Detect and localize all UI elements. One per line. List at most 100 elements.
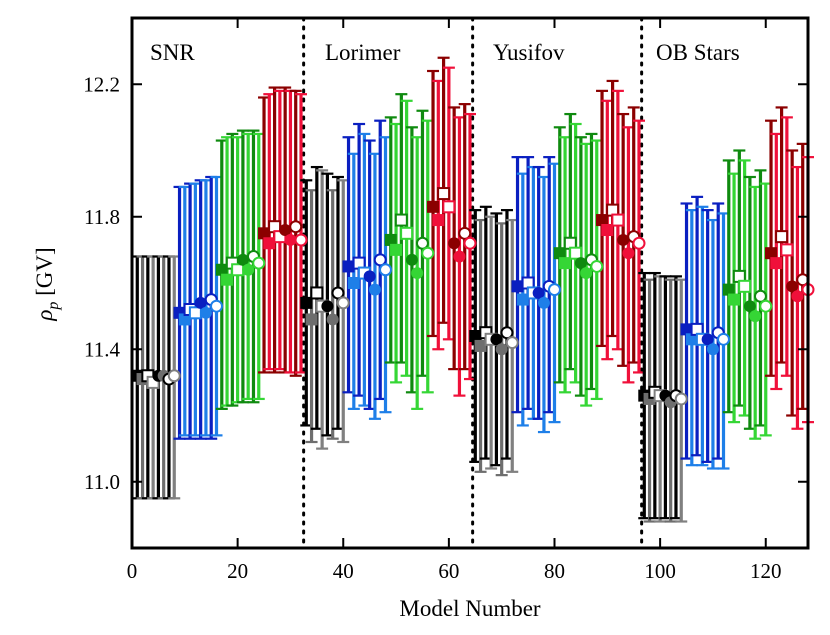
data-point-open-square — [394, 213, 408, 227]
data-point-filled-square — [342, 260, 355, 273]
data-point-filled-square — [215, 263, 228, 276]
data-point-open-circle — [421, 246, 435, 260]
data-point-open-square — [310, 286, 324, 300]
y-tick-label: 11.0 — [84, 470, 120, 494]
data-point-filled-circle — [326, 313, 339, 326]
data-point-filled-circle — [532, 286, 545, 299]
y-tick-label: 11.8 — [84, 205, 120, 229]
data-point-filled-circle — [574, 257, 587, 270]
data-point-open-square — [231, 263, 245, 277]
data-point-filled-circle — [411, 267, 424, 280]
region-label-yusifov: Yusifov — [493, 40, 565, 65]
x-tick-label: 0 — [127, 559, 138, 583]
data-point-filled-square — [221, 273, 234, 286]
y-tick-label: 11.4 — [84, 337, 120, 361]
data-point-filled-circle — [321, 300, 334, 313]
data-point-filled-square — [432, 214, 445, 227]
data-point-filled-square — [427, 200, 440, 213]
data-point-open-circle — [294, 233, 308, 247]
x-tick-label: 20 — [227, 559, 248, 583]
data-point-filled-circle — [448, 237, 461, 250]
data-point-open-circle — [674, 392, 688, 406]
data-point-filled-square — [680, 323, 693, 336]
data-point-filled-square — [516, 293, 529, 306]
data-point-filled-circle — [279, 224, 292, 236]
x-tick-label: 80 — [544, 559, 565, 583]
data-point-filled-circle — [405, 253, 418, 266]
data-point-open-square — [442, 200, 456, 214]
y-axis-subscript: p — [45, 302, 62, 311]
data-point-filled-square — [300, 296, 313, 309]
data-point-filled-square — [596, 214, 609, 227]
data-point-filled-square — [469, 330, 482, 342]
data-point-open-circle — [289, 220, 303, 234]
data-point-open-square — [400, 226, 414, 240]
region-label-ob-stars: OB Stars — [656, 40, 740, 65]
data-point-filled-circle — [743, 300, 756, 313]
data-point-open-circle — [759, 299, 773, 313]
data-markers — [131, 187, 815, 409]
data-point-filled-square — [765, 247, 778, 260]
data-point-filled-circle — [453, 250, 466, 263]
data-point-open-circle — [167, 369, 181, 383]
data-point-open-circle — [548, 283, 561, 297]
data-point-open-circle — [505, 336, 519, 350]
data-point-filled-square — [305, 313, 318, 326]
data-point-filled-square — [347, 277, 360, 289]
data-point-open-circle — [463, 236, 477, 250]
data-point-filled-circle — [236, 253, 249, 266]
data-point-open-circle — [336, 296, 350, 310]
data-point-filled-circle — [284, 233, 297, 246]
data-point-filled-square — [601, 224, 614, 236]
data-point-open-circle — [379, 263, 392, 277]
data-point-open-circle — [373, 253, 387, 267]
data-point-filled-circle — [622, 247, 635, 260]
data-point-filled-circle — [706, 343, 719, 356]
data-point-open-circle — [331, 286, 345, 300]
data-point-filled-square — [390, 243, 403, 256]
data-point-filled-square — [770, 257, 783, 270]
y-tick-label: 12.2 — [83, 72, 120, 96]
data-point-filled-square — [722, 283, 735, 296]
data-point-open-square — [611, 213, 625, 227]
data-point-open-square — [188, 306, 202, 320]
data-point-filled-square — [384, 233, 397, 246]
data-point-filled-circle — [791, 290, 804, 303]
region-label-lorimer: Lorimer — [325, 40, 401, 65]
region-labels: SNR Lorimer Yusifov OB Stars — [150, 40, 740, 65]
x-tick-label: 40 — [333, 559, 354, 583]
data-point-filled-circle — [490, 333, 503, 346]
data-point-filled-square — [728, 293, 741, 306]
data-point-filled-square — [559, 257, 572, 270]
data-point-open-circle — [717, 332, 730, 346]
data-point-open-square — [780, 243, 794, 257]
data-point-filled-circle — [580, 267, 593, 280]
data-point-filled-circle — [242, 263, 255, 276]
data-point-open-square — [775, 230, 789, 244]
data-point-filled-circle — [786, 280, 799, 293]
data-point-filled-circle — [749, 310, 762, 323]
data-point-filled-circle — [194, 296, 207, 309]
data-point-open-square — [437, 187, 451, 201]
data-point-filled-circle — [495, 343, 508, 356]
data-point-open-circle — [458, 226, 472, 240]
x-tick-label: 120 — [750, 559, 782, 583]
data-point-filled-circle — [537, 296, 550, 309]
y-axis-unit: [GV] — [32, 247, 57, 301]
data-point-filled-circle — [368, 283, 381, 296]
data-point-open-circle — [500, 326, 514, 340]
y-axis-label: ρp [GV] — [32, 247, 62, 321]
data-point-filled-circle — [617, 233, 630, 246]
data-point-open-circle — [252, 256, 266, 270]
y-axis-symbol: ρ — [32, 310, 57, 322]
data-point-filled-square — [263, 237, 276, 250]
x-tick-label: 60 — [438, 559, 459, 583]
data-point-filled-square — [511, 280, 524, 293]
data-point-filled-square — [258, 227, 271, 240]
plot-frame — [130, 16, 810, 550]
data-point-filled-circle — [363, 270, 376, 283]
data-point-open-square — [738, 279, 752, 293]
region-dividers — [302, 16, 644, 550]
data-point-filled-circle — [701, 333, 714, 346]
region-label-snr: SNR — [150, 40, 195, 65]
